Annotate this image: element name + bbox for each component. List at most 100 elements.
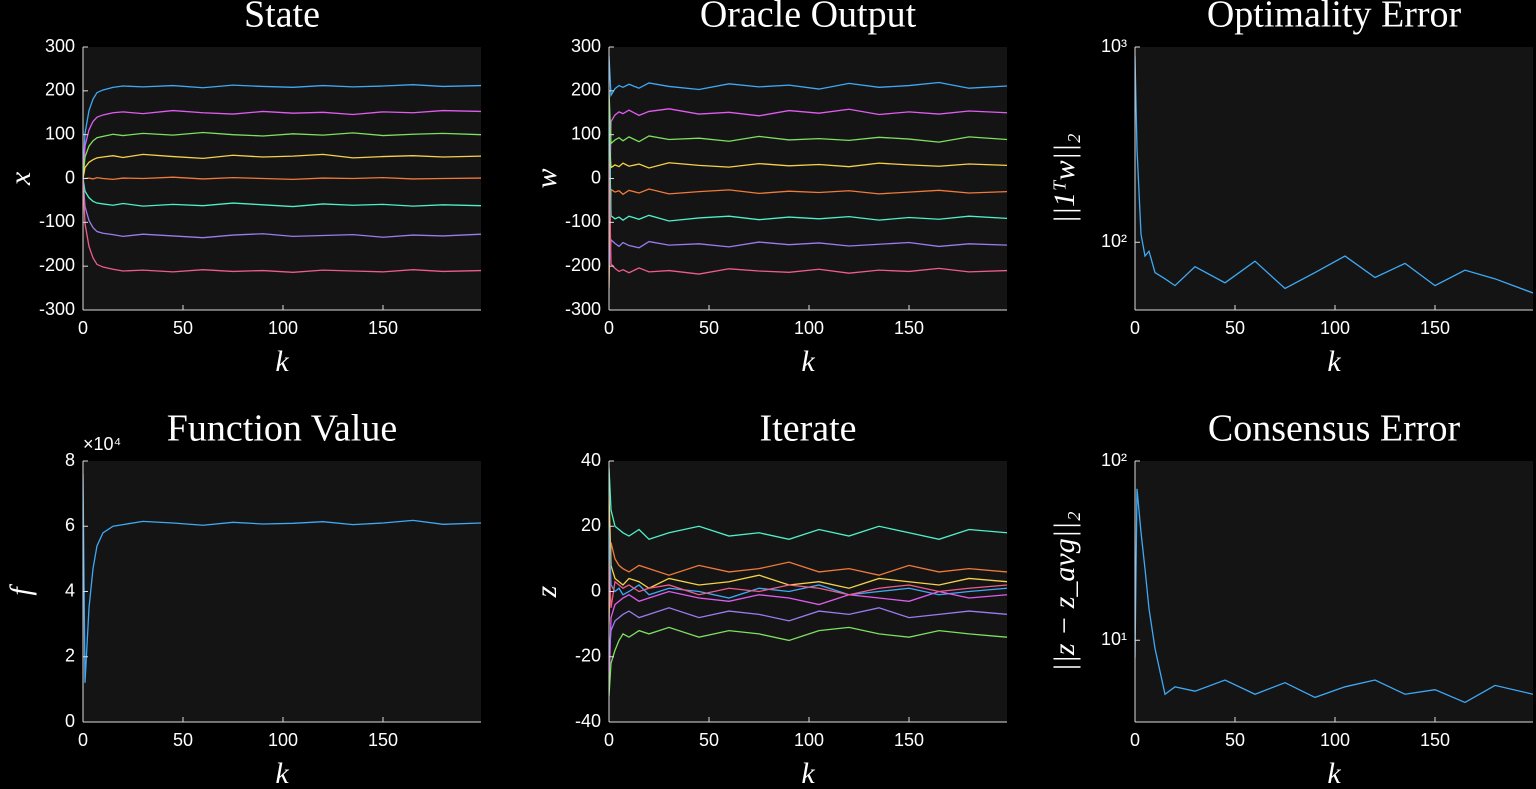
series-line — [83, 109, 481, 179]
series-line — [609, 493, 1007, 589]
y-tick-label: 10² — [1101, 231, 1127, 251]
x-tick-label: 50 — [1225, 730, 1245, 750]
plot-area — [609, 47, 1007, 310]
y-axis-label: z — [530, 585, 563, 598]
y-tick-label: 300 — [45, 36, 75, 56]
series-line — [609, 558, 1007, 608]
y-tick-label: 10¹ — [1101, 629, 1127, 649]
y-tick-label: 4 — [65, 580, 75, 600]
x-tick-label: 0 — [1130, 318, 1140, 338]
series-line — [609, 526, 1007, 599]
x-tick-label: 50 — [173, 318, 193, 338]
x-tick-label: 50 — [1225, 318, 1245, 338]
y-tick-label: 100 — [45, 123, 75, 143]
y-tick-label: 0 — [591, 167, 601, 187]
x-tick-label: 150 — [894, 318, 924, 338]
series-line — [83, 176, 481, 181]
plot-area — [1135, 47, 1533, 310]
y-axis-label: w — [530, 168, 563, 188]
plot-area — [83, 461, 481, 722]
series-line — [609, 134, 1007, 169]
y-exponent: ×10⁴ — [83, 434, 121, 454]
y-tick-label: 200 — [45, 80, 75, 100]
series-line — [609, 542, 1007, 625]
y-tick-label: -40 — [575, 711, 601, 731]
chart-title: Oracle Output — [700, 0, 917, 36]
y-tick-label: -300 — [39, 299, 75, 319]
x-tick-label: 100 — [1320, 318, 1350, 338]
y-axis-label: ||z − z_avg||₂ — [1048, 511, 1081, 671]
x-axis-label: k — [801, 757, 815, 789]
y-tick-label: -100 — [39, 211, 75, 231]
y-tick-label: -100 — [565, 211, 601, 231]
plot — [609, 55, 1007, 289]
x-axis-label: k — [275, 757, 289, 789]
x-axis-label: k — [1327, 345, 1341, 378]
x-tick-label: 50 — [699, 730, 719, 750]
plot — [1135, 488, 1533, 704]
x-axis-label: k — [275, 345, 289, 378]
plot — [1135, 55, 1533, 294]
y-tick-label: 0 — [65, 711, 75, 731]
x-tick-label: 150 — [1420, 318, 1450, 338]
y-tick-label: 40 — [581, 450, 601, 470]
series-line — [609, 90, 1007, 145]
y-tick-label: 10³ — [1101, 36, 1127, 56]
y-tick-label: -20 — [575, 646, 601, 666]
x-tick-label: 0 — [604, 318, 614, 338]
x-tick-label: 50 — [699, 318, 719, 338]
y-tick-label: 200 — [571, 80, 601, 100]
x-axis-label: k — [801, 345, 815, 378]
series-line — [83, 178, 481, 239]
x-tick-label: 100 — [1320, 730, 1350, 750]
series-line — [609, 108, 1007, 245]
chart-title: Optimality Error — [1207, 0, 1462, 36]
y-tick-label: 0 — [65, 167, 75, 187]
x-tick-label: 150 — [368, 730, 398, 750]
y-axis-label: ||1ᵀw||₂ — [1048, 133, 1081, 223]
y-tick-label: 0 — [591, 580, 601, 600]
x-tick-label: 150 — [894, 730, 924, 750]
y-tick-label: 2 — [65, 646, 75, 666]
series-line — [609, 590, 1007, 690]
y-tick-label: 100 — [571, 123, 601, 143]
series-line — [609, 238, 1007, 267]
y-tick-label: -200 — [39, 255, 75, 275]
x-tick-label: 50 — [173, 730, 193, 750]
x-tick-label: 0 — [1130, 730, 1140, 750]
chart-title: State — [244, 0, 320, 36]
y-tick-label: -300 — [565, 299, 601, 319]
series-line — [609, 607, 1007, 657]
y-axis-label: f — [4, 584, 37, 596]
x-tick-label: 100 — [268, 730, 298, 750]
x-tick-label: 0 — [78, 318, 88, 338]
series-line — [83, 131, 481, 179]
x-tick-label: 150 — [1420, 730, 1450, 750]
series-line — [609, 626, 1007, 696]
x-tick-label: 0 — [78, 730, 88, 750]
series-line — [83, 153, 481, 179]
y-tick-label: 6 — [65, 515, 75, 535]
x-axis-label: k — [1327, 757, 1341, 789]
series-line — [1135, 488, 1533, 704]
x-tick-label: 100 — [268, 318, 298, 338]
series-line — [83, 474, 481, 683]
x-tick-label: 0 — [604, 730, 614, 750]
y-axis-label: x — [4, 171, 37, 186]
x-tick-label: 100 — [794, 318, 824, 338]
series-line — [609, 55, 1007, 98]
plot — [609, 467, 1007, 696]
series-line — [83, 84, 481, 179]
chart-title: Function Value — [167, 408, 397, 450]
y-tick-label: 300 — [571, 36, 601, 56]
plot — [83, 474, 481, 683]
plot-area — [1135, 461, 1533, 722]
y-tick-label: 10² — [1101, 450, 1127, 470]
series-line — [609, 467, 1007, 541]
x-tick-label: 150 — [368, 318, 398, 338]
chart-title: Iterate — [759, 408, 856, 450]
series-line — [1135, 55, 1533, 294]
series-line — [609, 112, 1007, 222]
series-line — [83, 178, 481, 273]
